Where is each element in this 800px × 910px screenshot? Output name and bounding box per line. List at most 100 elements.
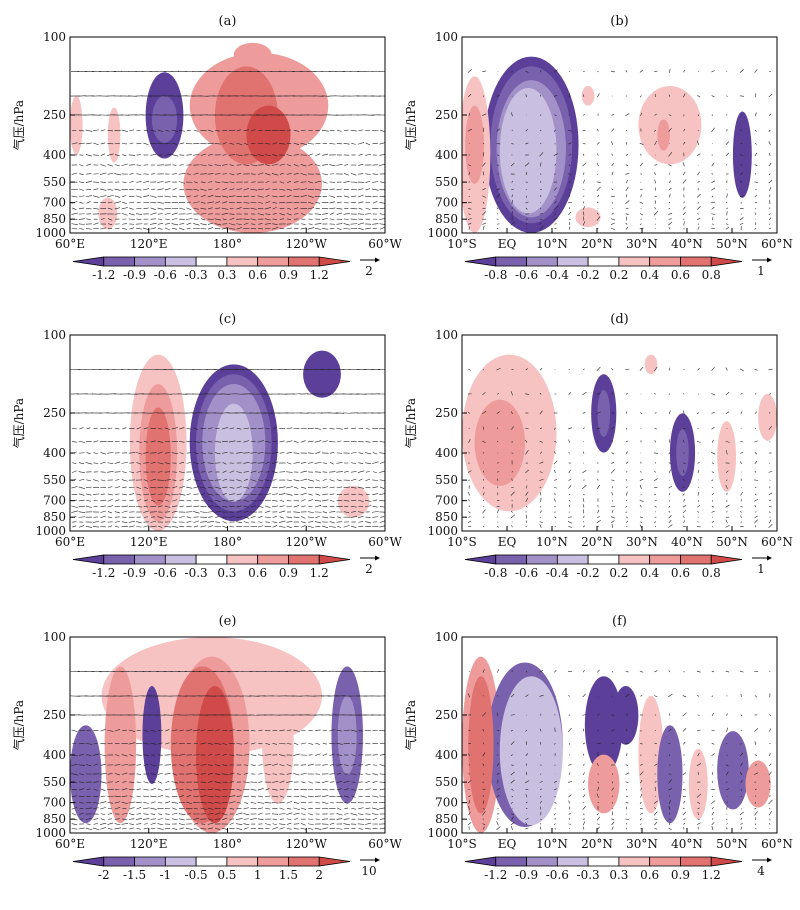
vector-arrow [107, 788, 114, 791]
y-tick-label: 1000 [35, 826, 66, 840]
vector-arrow [510, 779, 515, 784]
vector-arrow [179, 223, 185, 225]
vector-arrow [122, 427, 127, 430]
vector-arrow [108, 818, 112, 820]
vector-arrow [115, 227, 120, 230]
vector-arrow [524, 162, 530, 167]
vector-arrow [365, 828, 372, 830]
vector-arrow [482, 211, 486, 216]
vector-arrow [740, 511, 742, 513]
vector-arrow [768, 470, 773, 473]
vector-arrow [351, 807, 356, 810]
vector-arrow [336, 818, 343, 820]
vector-arrow [236, 486, 242, 489]
vector-field [70, 70, 385, 231]
vector-arrow [768, 807, 771, 810]
vector-arrow [165, 223, 170, 225]
vector-arrow [150, 493, 156, 495]
colorbar-segment [103, 856, 135, 867]
vector-arrow [143, 510, 149, 513]
vector-arrow [129, 227, 135, 230]
vector-arrow [597, 823, 600, 825]
vector-arrow [250, 818, 257, 820]
vector-arrow [711, 393, 716, 396]
vector-arrow [482, 452, 485, 454]
x-tick-label: 60°W [368, 535, 402, 549]
vector-arrow [86, 452, 91, 455]
colorbar-segment [164, 554, 197, 565]
vector-arrow [697, 130, 699, 132]
colorbar-label: 0.3 [217, 268, 236, 282]
vector-arrow [165, 813, 170, 815]
vector-arrow [221, 181, 229, 184]
vector-arrow [136, 181, 142, 183]
vector-arrow [243, 461, 250, 464]
colorbar-label: -0.6 [546, 868, 569, 882]
colorbar-segment [103, 256, 135, 267]
x-tick-label: 60°E [55, 535, 85, 549]
vector-arrow [200, 486, 207, 489]
vector-arrow [668, 94, 671, 97]
vector-arrow [640, 194, 642, 198]
vector-arrow [568, 218, 571, 220]
vector-arrow [243, 772, 249, 775]
vector-arrow [568, 794, 572, 798]
vector-arrow [322, 801, 329, 805]
vector-arrow [329, 729, 336, 732]
vector-arrow [625, 795, 629, 798]
vector-arrow [511, 143, 514, 145]
vector-arrow [583, 368, 585, 371]
vector-arrow [329, 195, 336, 198]
vector-arrow [150, 487, 157, 489]
vector-arrow [596, 813, 599, 816]
vector-arrow [322, 478, 328, 481]
vector-arrow [222, 154, 227, 156]
vector-arrow [314, 827, 322, 830]
vector-arrow [258, 764, 263, 766]
vector-arrow [754, 486, 757, 489]
colorbar-label: 0.6 [671, 566, 690, 580]
vector-arrow [365, 462, 372, 465]
vector-arrow [726, 95, 728, 98]
vector-arrow [329, 452, 335, 454]
vector-arrow [71, 486, 78, 489]
vector-arrow [171, 129, 179, 132]
vector-arrow [697, 153, 701, 156]
vector-arrow [639, 223, 642, 226]
colorbar-label: 0.3 [609, 868, 628, 882]
vector-arrow [467, 753, 470, 756]
shading-layer [70, 637, 363, 833]
vector-arrow [683, 128, 686, 132]
vector-arrow [668, 152, 673, 157]
vector-arrow [344, 164, 349, 166]
vector-arrow [754, 212, 757, 215]
vector-arrow [511, 478, 513, 482]
vector-arrow [314, 504, 322, 508]
vector-arrow [222, 521, 227, 524]
vector-arrow [307, 143, 315, 145]
vector-arrow [78, 142, 86, 145]
vector-arrow [286, 471, 293, 473]
vector-arrow [554, 486, 557, 489]
colorbar-label: -0.3 [185, 268, 208, 282]
vector-arrow [150, 818, 157, 820]
vector-arrow [265, 194, 270, 198]
vector-arrow [554, 743, 556, 745]
vector-arrow [525, 808, 528, 810]
vector-arrow [186, 227, 191, 230]
vector-arrow [186, 511, 193, 513]
vector-arrow [171, 154, 179, 157]
x-tick-label: 30°N [626, 237, 658, 251]
vector-arrow [468, 439, 471, 443]
vector-arrow [322, 827, 328, 830]
vector-arrow [214, 452, 221, 455]
vector-arrow [178, 471, 185, 474]
x-tick-label: 180° [213, 237, 242, 251]
vector-arrow [611, 742, 614, 745]
vector-arrow [100, 164, 106, 167]
vector-arrow [72, 462, 77, 465]
vector-arrow [511, 188, 514, 191]
vector-arrow [114, 823, 121, 826]
vector-arrow [272, 742, 278, 745]
vector-arrow [78, 486, 85, 490]
